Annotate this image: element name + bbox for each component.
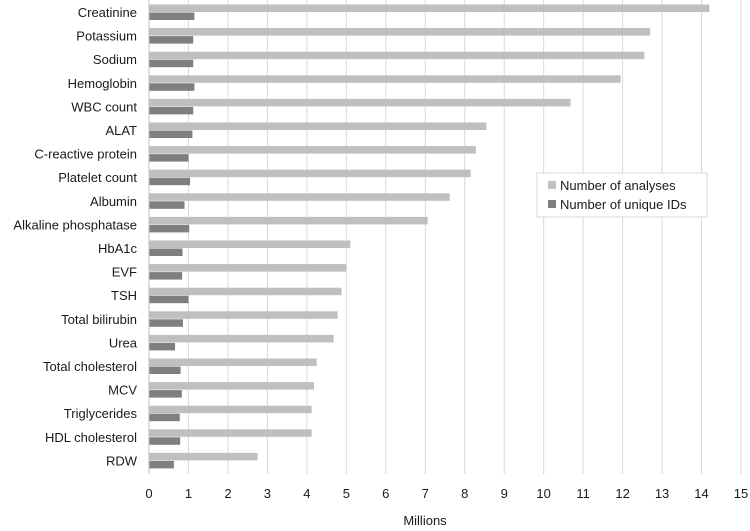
bar-unique-ids: [149, 390, 182, 398]
bar-unique-ids: [149, 36, 194, 44]
bar-unique-ids: [149, 83, 195, 91]
bar-unique-ids: [149, 59, 194, 68]
category-label: C-reactive protein: [34, 147, 137, 162]
legend-label-analyses: Number of analyses: [560, 178, 676, 193]
bar-analyses: [149, 334, 334, 343]
bar-analyses: [149, 264, 347, 272]
bars: [149, 4, 710, 469]
bar-unique-ids: [149, 12, 195, 20]
x-tick-label: 15: [734, 486, 748, 501]
legend: Number of analyses Number of unique IDs: [536, 172, 708, 218]
bar-analyses: [149, 311, 338, 319]
category-label: Urea: [109, 335, 138, 350]
x-tick-label: 14: [694, 486, 708, 501]
category-label: WBC count: [71, 99, 137, 114]
category-label: Sodium: [93, 52, 137, 67]
category-labels: Creatinine Potassium Sodium Hemoglobin WBC c…: [13, 5, 137, 468]
bar-analyses: [149, 358, 317, 366]
bar-analyses: [149, 287, 342, 296]
x-tick-label: 6: [382, 486, 389, 501]
bar-analyses: [149, 169, 471, 178]
bar-analyses: [149, 452, 258, 461]
bar-analyses: [149, 75, 621, 83]
x-tick-label: 13: [655, 486, 669, 501]
x-tick-label: 4: [303, 486, 310, 501]
x-tick-label: 0: [145, 486, 152, 501]
bar-unique-ids: [149, 106, 194, 115]
bar-analyses: [149, 98, 571, 107]
legend-label-unique-ids: Number of unique IDs: [560, 197, 687, 212]
category-label: HbA1c: [98, 241, 138, 256]
legend-swatch-analyses: [548, 181, 556, 189]
category-label: Alkaline phosphatase: [13, 217, 137, 232]
x-tick-label: 7: [422, 486, 429, 501]
bar-unique-ids: [149, 201, 185, 209]
category-label: Creatinine: [78, 5, 137, 20]
bar-unique-ids: [149, 413, 180, 422]
bar-unique-ids: [149, 130, 193, 138]
x-tick-label: 3: [264, 486, 271, 501]
bar-unique-ids: [149, 295, 189, 304]
category-label: MCV: [108, 383, 137, 398]
x-axis-title: Millions: [403, 513, 447, 528]
category-label: Total bilirubin: [61, 312, 137, 327]
bar-analyses: [149, 4, 710, 12]
bar-analyses: [149, 405, 312, 414]
bar-analyses: [149, 429, 312, 437]
category-label: TSH: [111, 288, 137, 303]
bar-unique-ids: [149, 248, 183, 256]
bar-analyses: [149, 240, 351, 248]
category-label: EVF: [112, 265, 137, 280]
category-label: HDL cholesterol: [45, 430, 137, 445]
bar-unique-ids: [149, 154, 189, 162]
bar-unique-ids: [149, 319, 183, 327]
x-tick-labels: 0 1 2 3 4 5 6 7 8 9 10 11 12 13 14 15: [145, 486, 748, 501]
legend-box: [536, 172, 708, 218]
bar-unique-ids: [149, 177, 191, 186]
bar-unique-ids: [149, 437, 181, 445]
grid-lines: [187, 0, 742, 474]
bar-analyses: [149, 382, 314, 390]
category-label: Potassium: [76, 29, 137, 44]
bar-analyses: [149, 28, 651, 36]
x-tick-label: 1: [185, 486, 192, 501]
x-tick-label: 8: [461, 486, 468, 501]
x-tick-label: 10: [536, 486, 550, 501]
category-label: Hemoglobin: [68, 76, 137, 91]
bar-unique-ids: [149, 460, 174, 469]
bar-unique-ids: [149, 342, 176, 351]
bar-analyses: [149, 146, 476, 154]
legend-swatch-unique-ids: [548, 200, 556, 208]
category-label: Total cholesterol: [43, 359, 137, 374]
category-label: RDW: [106, 453, 138, 468]
bar-unique-ids: [149, 224, 190, 233]
category-label: ALAT: [105, 123, 137, 138]
category-label: Albumin: [90, 194, 137, 209]
x-tick-label: 9: [501, 486, 508, 501]
bar-unique-ids: [149, 366, 181, 374]
bar-analyses: [149, 51, 645, 60]
x-tick-label: 11: [576, 486, 590, 501]
category-label: Platelet count: [58, 170, 137, 185]
x-tick-label: 2: [224, 486, 231, 501]
x-tick-label: 5: [343, 486, 350, 501]
bar-analyses: [149, 122, 487, 130]
bar-unique-ids: [149, 272, 183, 280]
category-label: Triglycerides: [64, 406, 138, 421]
x-tick-label: 12: [615, 486, 629, 501]
bar-analyses: [149, 216, 428, 225]
bar-analyses: [149, 193, 450, 201]
